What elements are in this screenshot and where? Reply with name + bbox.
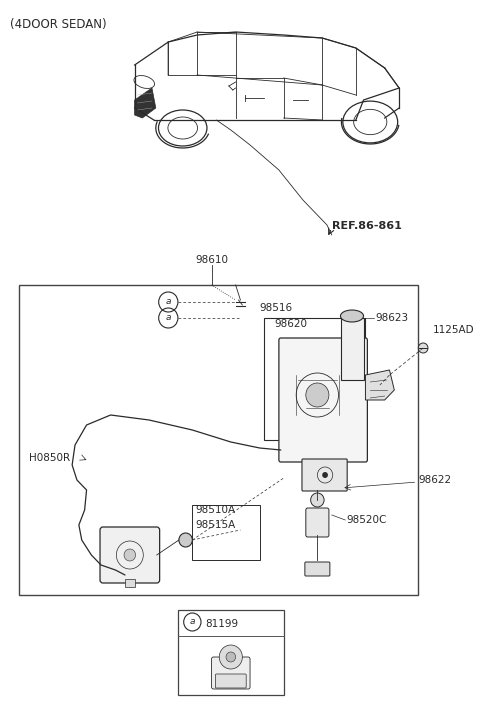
Text: 98515A: 98515A xyxy=(195,520,236,530)
FancyBboxPatch shape xyxy=(306,508,329,537)
Circle shape xyxy=(219,645,242,669)
Text: a: a xyxy=(190,618,195,627)
Text: 98622: 98622 xyxy=(419,475,452,485)
Text: 98520C: 98520C xyxy=(346,515,386,525)
Text: 81199: 81199 xyxy=(205,619,238,629)
FancyBboxPatch shape xyxy=(279,338,367,462)
Circle shape xyxy=(306,383,329,407)
Text: 98610: 98610 xyxy=(195,255,228,265)
FancyBboxPatch shape xyxy=(178,610,284,695)
Text: REF.86-861: REF.86-861 xyxy=(332,221,402,231)
Circle shape xyxy=(124,549,136,561)
FancyBboxPatch shape xyxy=(305,562,330,576)
FancyBboxPatch shape xyxy=(302,459,347,491)
Circle shape xyxy=(179,533,192,547)
Text: 1125AD: 1125AD xyxy=(433,325,474,335)
FancyBboxPatch shape xyxy=(125,579,135,587)
Text: a: a xyxy=(166,313,171,322)
Circle shape xyxy=(226,652,236,662)
FancyBboxPatch shape xyxy=(216,674,246,688)
Polygon shape xyxy=(365,370,394,400)
Circle shape xyxy=(322,472,328,478)
FancyBboxPatch shape xyxy=(19,285,419,595)
FancyBboxPatch shape xyxy=(341,318,363,380)
Text: 98623: 98623 xyxy=(375,313,408,323)
FancyBboxPatch shape xyxy=(212,657,250,689)
Circle shape xyxy=(311,493,324,507)
FancyBboxPatch shape xyxy=(100,527,160,583)
Ellipse shape xyxy=(340,310,363,322)
Polygon shape xyxy=(135,88,156,118)
Text: 98620: 98620 xyxy=(274,319,307,329)
Circle shape xyxy=(419,343,428,353)
Text: 98516: 98516 xyxy=(260,303,293,313)
Text: (4DOOR SEDAN): (4DOOR SEDAN) xyxy=(10,18,106,31)
Text: H0850R: H0850R xyxy=(29,453,70,463)
Text: a: a xyxy=(166,297,171,306)
Text: 98510A: 98510A xyxy=(195,505,235,515)
